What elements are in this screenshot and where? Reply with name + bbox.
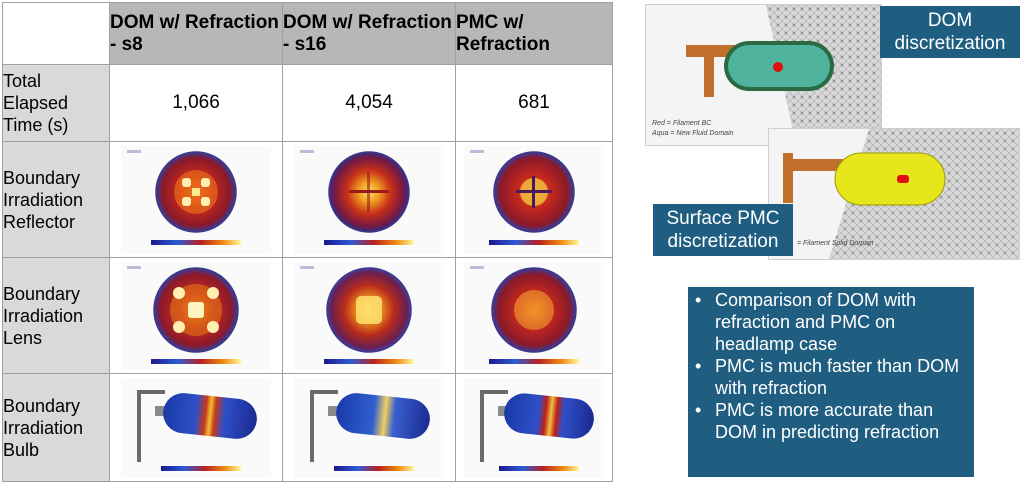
table-row-lens: Boundary Irradiation Lens [2, 257, 613, 374]
table-corner-cell [2, 2, 110, 65]
dom-discretization-label: DOM discretization [880, 6, 1020, 58]
row-label-reflector: Boundary Irradiation Reflector [2, 141, 110, 258]
elapsed-time-dom-s16: 4,054 [282, 64, 456, 142]
dom-caption-red: Red = Filament BC [652, 120, 712, 127]
comparison-table: DOM w/ Refraction - s8 DOM w/ Refraction… [2, 2, 613, 482]
bulb-dom-s8-image [121, 377, 271, 478]
reflector-pmc-image [464, 145, 604, 254]
pmc-discretization-label: Surface PMC discretization [653, 204, 793, 256]
pmc-filament-domain [834, 152, 946, 206]
reflector-dom-s16-image [294, 145, 444, 254]
row-label-elapsed-time: Total Elapsed Time (s) [2, 64, 110, 142]
summary-box: • Comparison of DOM with refraction and P… [688, 287, 974, 477]
elapsed-time-pmc: 681 [455, 64, 613, 142]
table-row-reflector: Boundary Irradiation Reflector [2, 141, 613, 258]
row-label-bulb: Boundary Irradiation Bulb [2, 373, 110, 482]
column-header-pmc: PMC w/ Refraction [455, 2, 613, 65]
lens-dom-s16-image [294, 261, 444, 370]
column-header-dom-s16: DOM w/ Refraction - s16 [282, 2, 456, 65]
reflector-dom-s8-image [121, 145, 271, 254]
lens-dom-s8-image [121, 261, 271, 370]
pmc-discretization-image: = Filament Solid Domain [768, 128, 1020, 260]
summary-bullet: • PMC is much faster than DOM with refrac… [695, 356, 960, 398]
bulb-dom-s16-image [294, 377, 444, 478]
table-row-elapsed-time: Total Elapsed Time (s) 1,066 4,054 681 [2, 64, 613, 142]
dom-caption-aqua: Aqua = New Fluid Domain [651, 130, 734, 137]
row-label-lens: Boundary Irradiation Lens [2, 257, 110, 374]
elapsed-time-dom-s8: 1,066 [109, 64, 283, 142]
lens-pmc-image [464, 261, 604, 370]
column-header-dom-s8: DOM w/ Refraction - s8 [109, 2, 283, 65]
summary-bullet: • PMC is more accurate than DOM in predic… [695, 400, 940, 442]
bulb-pmc-image [464, 377, 604, 478]
pmc-caption: = Filament Solid Domain [797, 240, 874, 247]
dom-discretization-image: Red = Filament BC Aqua = New Fluid Domai… [645, 4, 882, 146]
table-row-bulb: Boundary Irradiation Bulb [2, 373, 613, 482]
summary-bullet: • Comparison of DOM with refraction and P… [695, 290, 917, 354]
